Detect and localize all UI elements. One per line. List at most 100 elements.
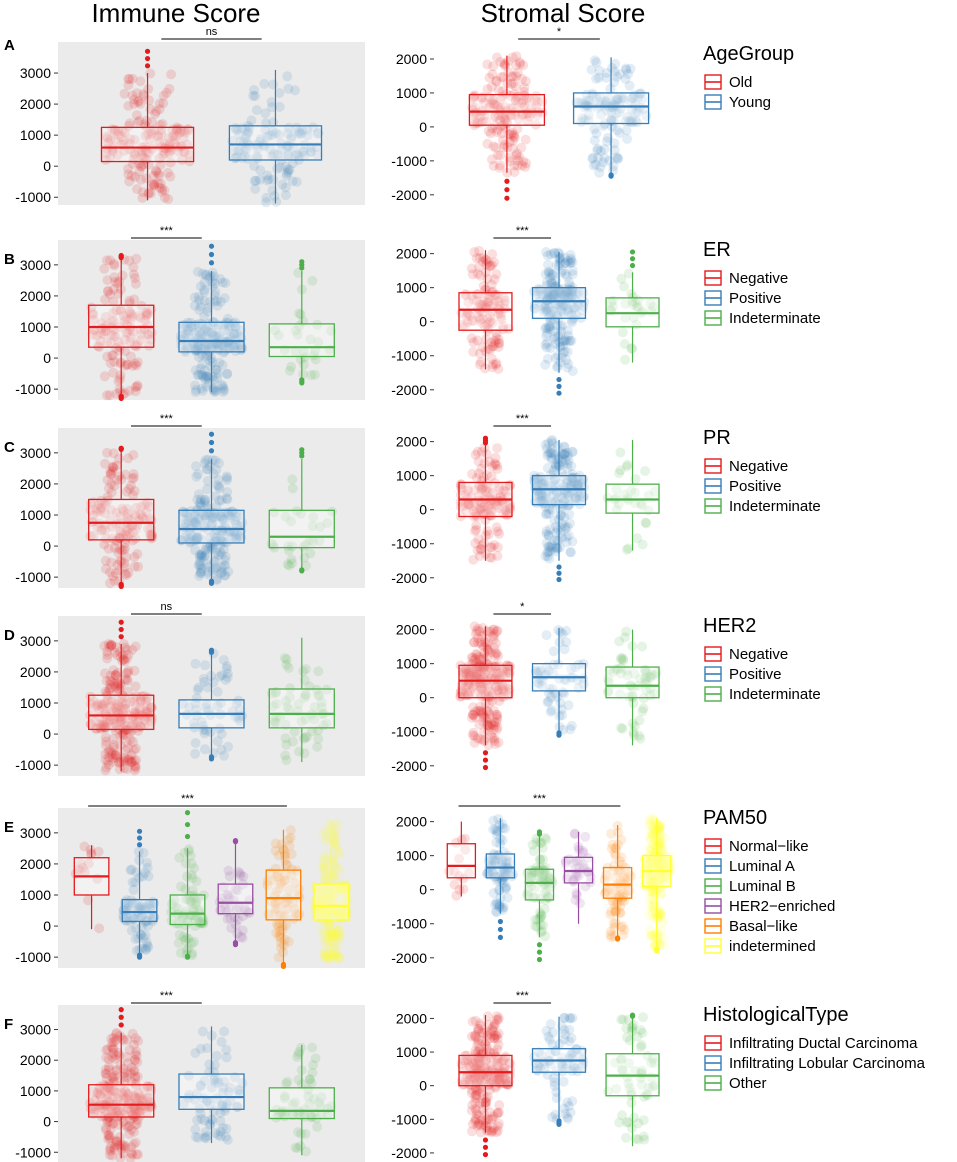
data-point <box>109 272 120 283</box>
data-point <box>518 101 528 112</box>
data-point <box>119 315 130 326</box>
data-point <box>482 84 493 95</box>
data-point <box>591 57 602 68</box>
data-point <box>222 369 232 380</box>
data-point <box>255 134 266 144</box>
data-point <box>487 95 497 105</box>
data-point <box>136 921 147 932</box>
data-point <box>124 255 135 266</box>
data-point <box>249 176 260 186</box>
data-point <box>106 329 117 340</box>
data-point <box>104 675 115 686</box>
data-point <box>200 269 211 280</box>
data-point <box>143 188 154 199</box>
data-point <box>122 1034 133 1045</box>
data-point <box>497 135 508 146</box>
data-point <box>123 100 134 111</box>
data-point <box>171 131 182 142</box>
data-point <box>105 469 116 480</box>
data-point <box>610 843 621 853</box>
data-point <box>600 96 611 107</box>
data-point <box>120 360 131 371</box>
data-point <box>154 137 165 148</box>
data-point <box>601 97 612 107</box>
data-point <box>577 113 588 124</box>
data-point <box>117 270 128 281</box>
data-point <box>172 124 183 134</box>
data-point <box>500 110 511 121</box>
data-point <box>299 150 310 161</box>
data-point <box>132 357 143 368</box>
data-point <box>506 129 517 140</box>
data-point <box>507 52 518 63</box>
data-point <box>308 122 319 133</box>
data-point <box>106 640 117 651</box>
legend-item-basal-like: Basal−like <box>704 918 798 935</box>
box-iqr <box>313 883 350 921</box>
data-point <box>129 94 140 105</box>
data-point <box>87 308 98 319</box>
y-tick-label: -2000 <box>391 570 427 586</box>
data-point <box>615 907 626 918</box>
box-iqr <box>446 843 477 879</box>
data-point <box>102 143 113 154</box>
data-point <box>141 310 152 321</box>
data-point <box>466 263 477 274</box>
data-point <box>199 296 210 307</box>
data-point <box>147 117 157 128</box>
box-iqr <box>88 1084 155 1118</box>
panel-e: E-10000100020003000***-2000-100001000200… <box>4 793 835 970</box>
outlier-point <box>504 195 510 201</box>
data-point <box>466 652 477 663</box>
data-point <box>519 82 530 93</box>
outlier-point <box>118 395 124 402</box>
data-point <box>621 461 632 472</box>
data-point <box>286 361 297 372</box>
data-point <box>623 68 633 79</box>
data-point <box>262 170 273 181</box>
data-point <box>270 128 281 139</box>
data-point <box>497 111 508 122</box>
data-point <box>493 737 504 748</box>
data-point <box>178 132 189 143</box>
data-point <box>489 99 500 110</box>
data-point <box>580 831 591 842</box>
data-point <box>123 73 134 84</box>
data-point <box>164 83 175 94</box>
data-point <box>307 1067 318 1078</box>
data-point <box>154 98 165 109</box>
data-point <box>274 101 285 112</box>
data-point <box>532 110 543 121</box>
legend-item-label: Indeterminate <box>729 498 821 515</box>
data-point <box>145 68 156 79</box>
data-point <box>132 381 143 392</box>
data-point <box>248 90 259 101</box>
data-point <box>491 76 502 87</box>
data-point <box>655 889 666 900</box>
data-point <box>95 336 106 347</box>
data-point <box>287 474 298 485</box>
data-point <box>127 73 138 84</box>
data-point <box>281 170 292 181</box>
outlier-point <box>136 828 143 834</box>
outlier-point <box>608 173 614 179</box>
data-point <box>298 146 309 157</box>
data-point <box>125 336 136 347</box>
data-point <box>627 117 638 128</box>
data-point <box>153 178 164 189</box>
panel-label-e: E <box>4 819 14 836</box>
data-point <box>133 146 144 157</box>
data-point <box>135 174 146 185</box>
data-point <box>105 255 116 266</box>
data-point <box>654 822 665 833</box>
data-point <box>129 552 140 562</box>
data-point <box>153 168 164 179</box>
outlier-point <box>497 926 504 933</box>
data-point <box>548 646 559 657</box>
data-point <box>591 128 602 139</box>
data-point <box>234 144 245 155</box>
box-iqr <box>178 1073 245 1110</box>
data-point <box>658 917 669 928</box>
